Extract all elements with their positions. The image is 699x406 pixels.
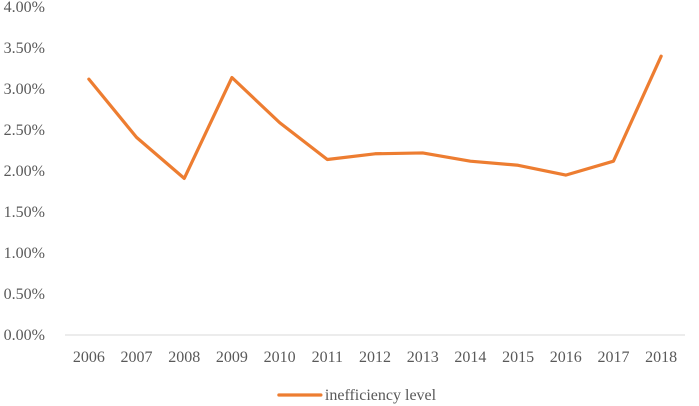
series-line <box>87 54 663 180</box>
x-tick-label: 2008 <box>168 349 200 366</box>
x-tick-label: 2006 <box>73 349 105 366</box>
y-tick-label: 0.00% <box>4 327 45 344</box>
x-tick-label: 2012 <box>359 349 391 366</box>
x-tick-label: 2009 <box>216 349 248 366</box>
y-tick-label: 1.50% <box>4 204 45 221</box>
x-tick-label: 2014 <box>454 349 486 366</box>
x-tick-label: 2010 <box>264 349 296 366</box>
x-tick-label: 2016 <box>550 349 582 366</box>
x-tick-label: 2007 <box>121 349 153 366</box>
x-tick-label: 2013 <box>407 349 439 366</box>
series-group <box>87 54 663 180</box>
x-axis-tick-labels: 2006 2007 2008 2009 2010 2011 2012 2013 2014 2015… <box>73 349 677 366</box>
legend-label: inefficiency level <box>325 387 437 404</box>
x-tick-label: 2015 <box>502 349 534 366</box>
y-tick-label: 3.50% <box>4 40 45 57</box>
x-tick-label: 2017 <box>597 349 629 366</box>
y-tick-label: 1.00% <box>4 245 45 262</box>
y-tick-label: 4.00% <box>4 0 45 16</box>
y-tick-label: 0.50% <box>4 286 45 303</box>
x-tick-label: 2018 <box>645 349 677 366</box>
y-tick-label: 3.00% <box>4 81 45 98</box>
y-tick-label: 2.00% <box>4 163 45 180</box>
y-tick-label: 2.50% <box>4 122 45 139</box>
y-axis-tick-labels: 0.00% 0.50% 1.00% 1.50% 2.00% 2.50% 3.00% 3.50%… <box>4 0 45 344</box>
legend: inefficiency level <box>277 387 437 404</box>
x-tick-label: 2011 <box>312 349 343 366</box>
